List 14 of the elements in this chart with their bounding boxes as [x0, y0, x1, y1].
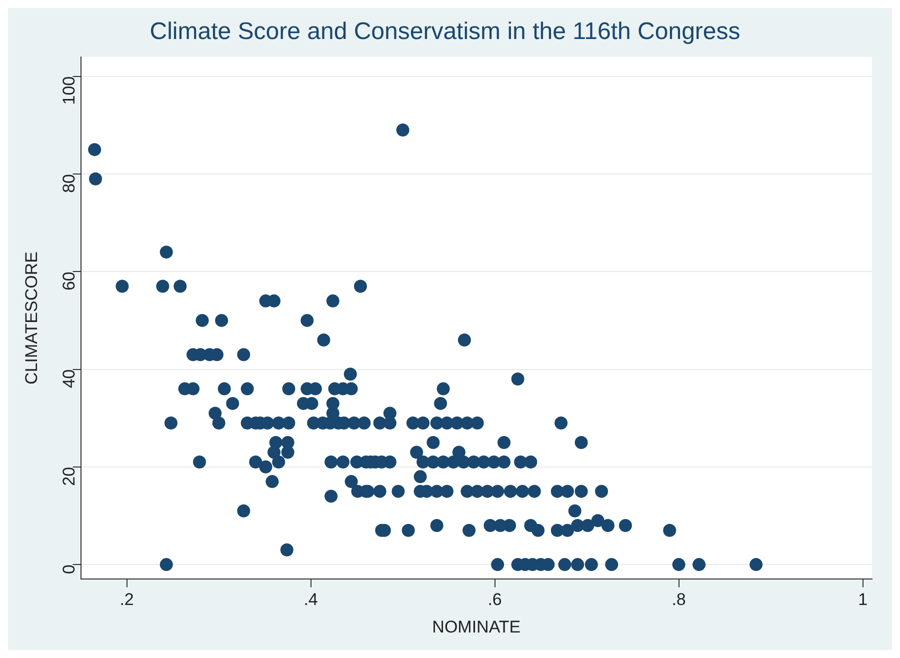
y-tick-label: 80: [59, 174, 78, 193]
x-tick-label: .6: [488, 590, 502, 610]
x-tick-label: .8: [672, 590, 686, 610]
y-tick-label: 100: [59, 76, 78, 105]
chart-title: Climate Score and Conservatism in the 116th Congress: [150, 18, 740, 46]
x-tick-label: 1: [858, 590, 868, 610]
y-tick-label: 60: [59, 272, 78, 291]
x-tick-label: .4: [304, 590, 318, 610]
x-axis-title: NOMINATE: [432, 617, 521, 636]
y-axis-title: CLIMATESCORE: [22, 252, 41, 384]
y-tick-label: 20: [59, 466, 78, 486]
y-tick-label: 40: [59, 369, 78, 388]
y-tick-label: 0: [59, 564, 78, 574]
x-tick-label: .2: [120, 590, 134, 610]
